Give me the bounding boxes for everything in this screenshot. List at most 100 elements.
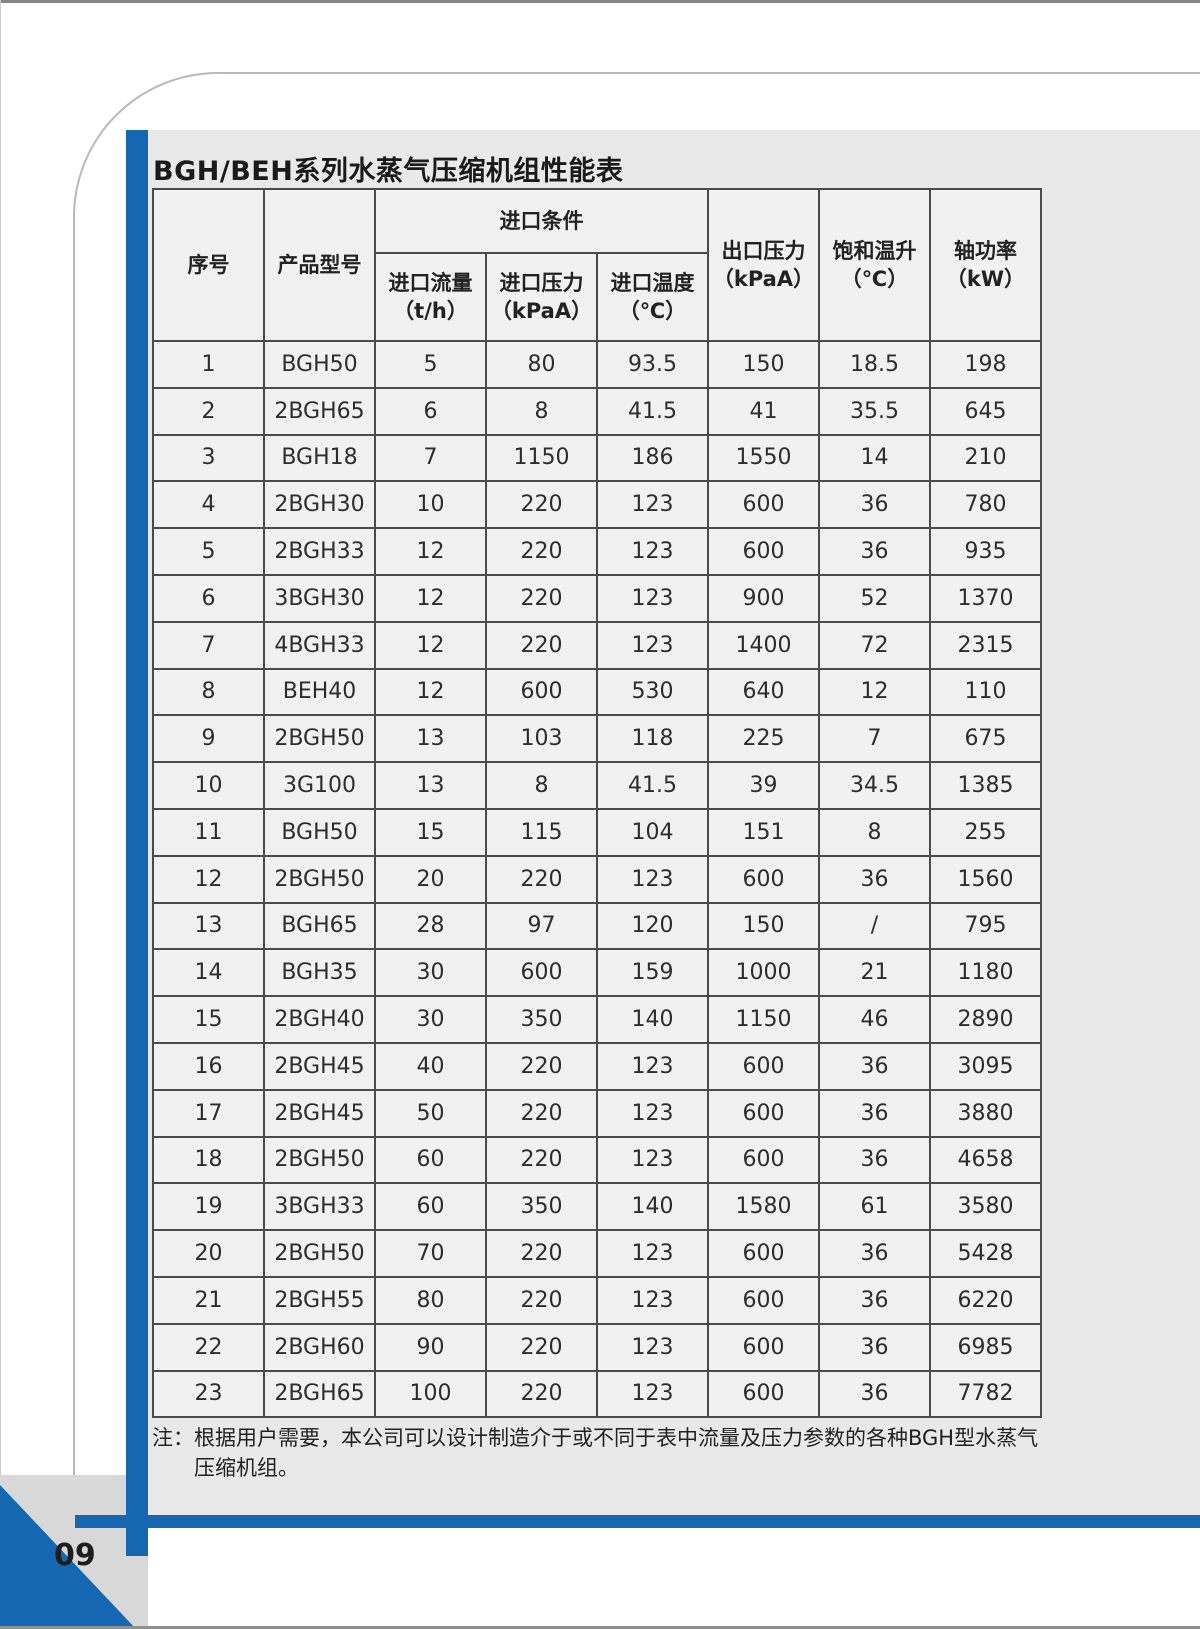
table-cell: 600 <box>707 480 820 530</box>
col-header-shaft-power: 轴功率 （kW） <box>929 188 1042 342</box>
table-cell: 12 <box>374 573 487 623</box>
table-cell: 80 <box>374 1275 487 1325</box>
page-bottom-edge-line <box>0 1626 1200 1629</box>
table-cell: 2BGH45 <box>263 1088 376 1138</box>
table-cell: 2BGH30 <box>263 480 376 530</box>
table-cell: 2BGH50 <box>263 714 376 764</box>
table-cell: 2BGH45 <box>263 1041 376 1091</box>
table-cell: 17 <box>152 1088 265 1138</box>
table-row: 20 2BGH50 70 220 123 600 36 5428 <box>152 1229 1042 1278</box>
table-cell: 600 <box>707 854 820 904</box>
table-cell: 123 <box>596 480 709 530</box>
col-header-inlet-flow-unit: （t/h） <box>393 299 468 323</box>
col-header-inlet-flow-label: 进口流量 <box>388 270 473 295</box>
table-cell: 1400 <box>707 620 820 670</box>
table-cell: 6220 <box>929 1275 1042 1325</box>
col-header-inlet-temp: 进口温度 （℃） <box>596 252 709 342</box>
table-cell: 36 <box>818 527 931 576</box>
table-row: 10 3G100 13 8 41.5 39 34.5 1385 <box>152 761 1042 810</box>
table-cell: 123 <box>596 1322 709 1372</box>
table-cell: 36 <box>818 1229 931 1278</box>
table-cell: 2890 <box>929 995 1042 1044</box>
table-cell: 2BGH50 <box>263 1229 376 1278</box>
table-cell: 23 <box>152 1369 265 1419</box>
page-left-edge-line <box>0 0 1 1629</box>
table-cell: 18.5 <box>818 340 931 389</box>
col-header-seq: 序号 <box>152 188 265 342</box>
table-cell: 41.5 <box>596 761 709 810</box>
table-cell: 4 <box>152 480 265 530</box>
table-cell: 22 <box>152 1322 265 1372</box>
table-cell: 104 <box>596 807 709 857</box>
table-cell: 1560 <box>929 854 1042 904</box>
table-header-row-2: 进口流量 （t/h） 进口压力 （kPaA） 进口温度 （℃） <box>153 252 1041 342</box>
table-cell: 3G100 <box>263 761 376 810</box>
table-cell: 7 <box>374 433 487 483</box>
table-row: 14 BGH35 30 600 159 1000 21 1180 <box>152 948 1042 998</box>
table-cell: 21 <box>152 1275 265 1325</box>
table-cell: 12 <box>374 620 487 670</box>
table-cell: 2BGH40 <box>263 995 376 1044</box>
table-cell: 220 <box>485 1275 598 1325</box>
page-top-edge-line <box>0 0 1200 3</box>
blue-vertical-accent-bar <box>126 130 148 1556</box>
table-cell: 52 <box>818 573 931 623</box>
table-cell: 220 <box>485 1369 598 1419</box>
table-cell: 36 <box>818 1041 931 1091</box>
table-cell: 60 <box>374 1135 487 1185</box>
table-header: 序号 产品型号 进口条件 出口压力 （kPaA） 饱和温升 （℃） 轴功率 （kW） … <box>152 188 1042 342</box>
table-cell: 100 <box>374 1369 487 1419</box>
table-cell: 600 <box>707 527 820 576</box>
table-cell: 8 <box>818 807 931 857</box>
col-header-outlet-pressure-label: 出口压力 <box>721 238 806 263</box>
table-row: 1 BGH50 5 80 93.5 150 18.5 198 <box>152 340 1042 389</box>
table-cell: 140 <box>596 1182 709 1232</box>
table-row: 4 2BGH30 10 220 123 600 36 780 <box>152 480 1042 530</box>
table-cell: 6 <box>374 386 487 436</box>
table-cell: 645 <box>929 386 1042 436</box>
rounded-corner-card-border <box>73 72 1200 1512</box>
table-cell: 151 <box>707 807 820 857</box>
table-cell: 13 <box>374 714 487 764</box>
table-cell: 8 <box>485 761 598 810</box>
table-cell: BGH18 <box>263 433 376 483</box>
table-cell: 600 <box>707 1369 820 1419</box>
table-cell: 8 <box>152 667 265 717</box>
col-header-shaft-power-unit: （kW） <box>945 267 1026 291</box>
table-cell: 28 <box>374 901 487 951</box>
table-cell: 600 <box>707 1135 820 1185</box>
table-cell: 220 <box>485 1135 598 1185</box>
table-cell: 350 <box>485 995 598 1044</box>
table-cell: 220 <box>485 480 598 530</box>
table-row: 6 3BGH30 12 220 123 900 52 1370 <box>152 573 1042 623</box>
table-cell: 9 <box>152 714 265 764</box>
table-cell: 5 <box>374 340 487 389</box>
table-row: 11 BGH50 15 115 104 151 8 255 <box>152 807 1042 857</box>
table-cell: 6985 <box>929 1322 1042 1372</box>
table-cell: 12 <box>152 854 265 904</box>
col-header-sat-rise: 饱和温升 （℃） <box>818 188 931 342</box>
table-cell: 40 <box>374 1041 487 1091</box>
table-cell: 1 <box>152 340 265 389</box>
table-cell: 350 <box>485 1182 598 1232</box>
table-cell: 39 <box>707 761 820 810</box>
col-header-model: 产品型号 <box>263 188 376 342</box>
table-cell: 103 <box>485 714 598 764</box>
table-cell: 600 <box>707 1229 820 1278</box>
performance-table: 序号 产品型号 进口条件 出口压力 （kPaA） 饱和温升 （℃） 轴功率 （kW） … <box>152 188 1042 1419</box>
table-cell: 36 <box>818 1369 931 1419</box>
table-cell: 36 <box>818 480 931 530</box>
table-cell: 30 <box>374 948 487 998</box>
table-cell: 70 <box>374 1229 487 1278</box>
table-cell: 115 <box>485 807 598 857</box>
table-cell: 123 <box>596 854 709 904</box>
table-cell: BGH50 <box>263 807 376 857</box>
table-cell: / <box>818 901 931 951</box>
table-cell: 2315 <box>929 620 1042 670</box>
table-cell: 50 <box>374 1088 487 1138</box>
table-cell: 14 <box>818 433 931 483</box>
table-cell: 780 <box>929 480 1042 530</box>
table-cell: 1150 <box>485 433 598 483</box>
table-cell: 186 <box>596 433 709 483</box>
table-cell: 3580 <box>929 1182 1042 1232</box>
